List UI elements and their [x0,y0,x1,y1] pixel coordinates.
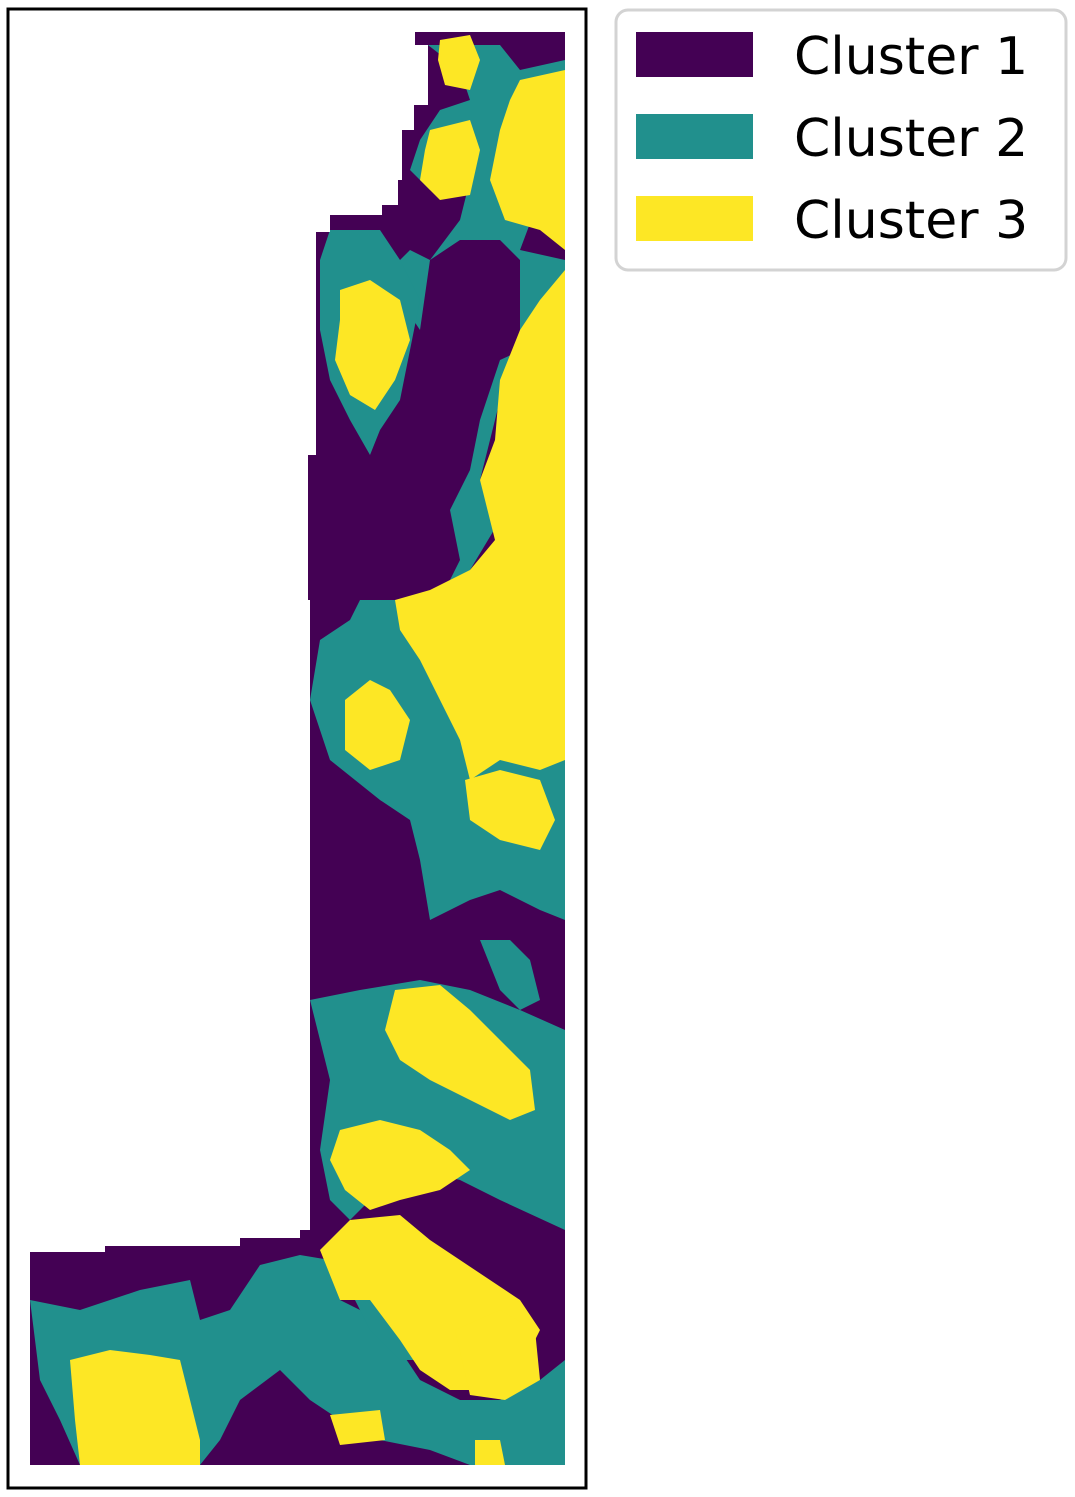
legend-label-cluster-1: Cluster 1 [794,27,1028,87]
legend-label-cluster-2: Cluster 2 [794,109,1028,169]
legend-swatch-cluster-1 [636,32,753,77]
cluster-heatmap [30,32,565,1465]
plot-area-frame [6,7,588,1490]
legend-entry-cluster-1: Cluster 1 [636,27,1028,87]
legend-swatch-cluster-2 [636,114,753,159]
cluster-3-regions [70,35,565,1465]
legend: Cluster 1 Cluster 2 Cluster 3 [614,8,1068,272]
legend-entry-cluster-3: Cluster 3 [636,191,1028,251]
legend-swatch-cluster-3 [636,196,753,241]
legend-entry-cluster-2: Cluster 2 [636,109,1028,169]
legend-label-cluster-3: Cluster 3 [794,191,1028,251]
